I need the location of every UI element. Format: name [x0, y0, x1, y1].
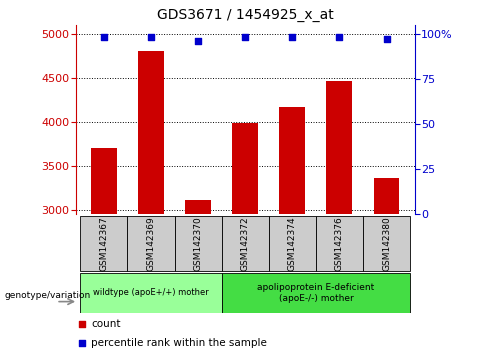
Point: [383, 36, 390, 42]
Bar: [81, 273, 222, 313]
Text: GSM142372: GSM142372: [241, 216, 250, 271]
Bar: [374, 178, 400, 214]
Text: wildtype (apoE+/+) mother: wildtype (apoE+/+) mother: [93, 289, 209, 297]
Point: [147, 35, 155, 40]
Text: GSM142367: GSM142367: [100, 216, 108, 271]
Bar: [269, 216, 316, 271]
Bar: [222, 273, 410, 313]
Bar: [81, 216, 127, 271]
Text: GSM142369: GSM142369: [146, 216, 156, 271]
Bar: [316, 216, 363, 271]
Bar: [363, 216, 410, 271]
Point: [194, 38, 202, 44]
Text: genotype/variation: genotype/variation: [5, 291, 91, 300]
Text: GSM142370: GSM142370: [194, 216, 203, 271]
Text: apolipoprotein E-deficient
(apoE-/-) mother: apolipoprotein E-deficient (apoE-/-) mot…: [257, 283, 374, 303]
Bar: [175, 216, 222, 271]
Bar: [222, 216, 269, 271]
Bar: [232, 124, 258, 214]
Text: GSM142376: GSM142376: [335, 216, 344, 271]
Point: [288, 35, 296, 40]
Text: percentile rank within the sample: percentile rank within the sample: [91, 338, 267, 348]
Bar: [138, 51, 164, 214]
Bar: [326, 81, 352, 214]
Text: count: count: [91, 319, 121, 329]
Point: [336, 35, 344, 40]
Point: [242, 35, 249, 40]
Bar: [279, 107, 305, 214]
Point: [303, 259, 311, 265]
Point: [100, 35, 108, 40]
Title: GDS3671 / 1454925_x_at: GDS3671 / 1454925_x_at: [157, 8, 334, 22]
Point: [303, 88, 311, 94]
Bar: [127, 216, 175, 271]
Bar: [185, 200, 211, 214]
Text: GSM142374: GSM142374: [288, 216, 297, 271]
Bar: [91, 148, 117, 214]
Text: GSM142380: GSM142380: [382, 216, 391, 271]
